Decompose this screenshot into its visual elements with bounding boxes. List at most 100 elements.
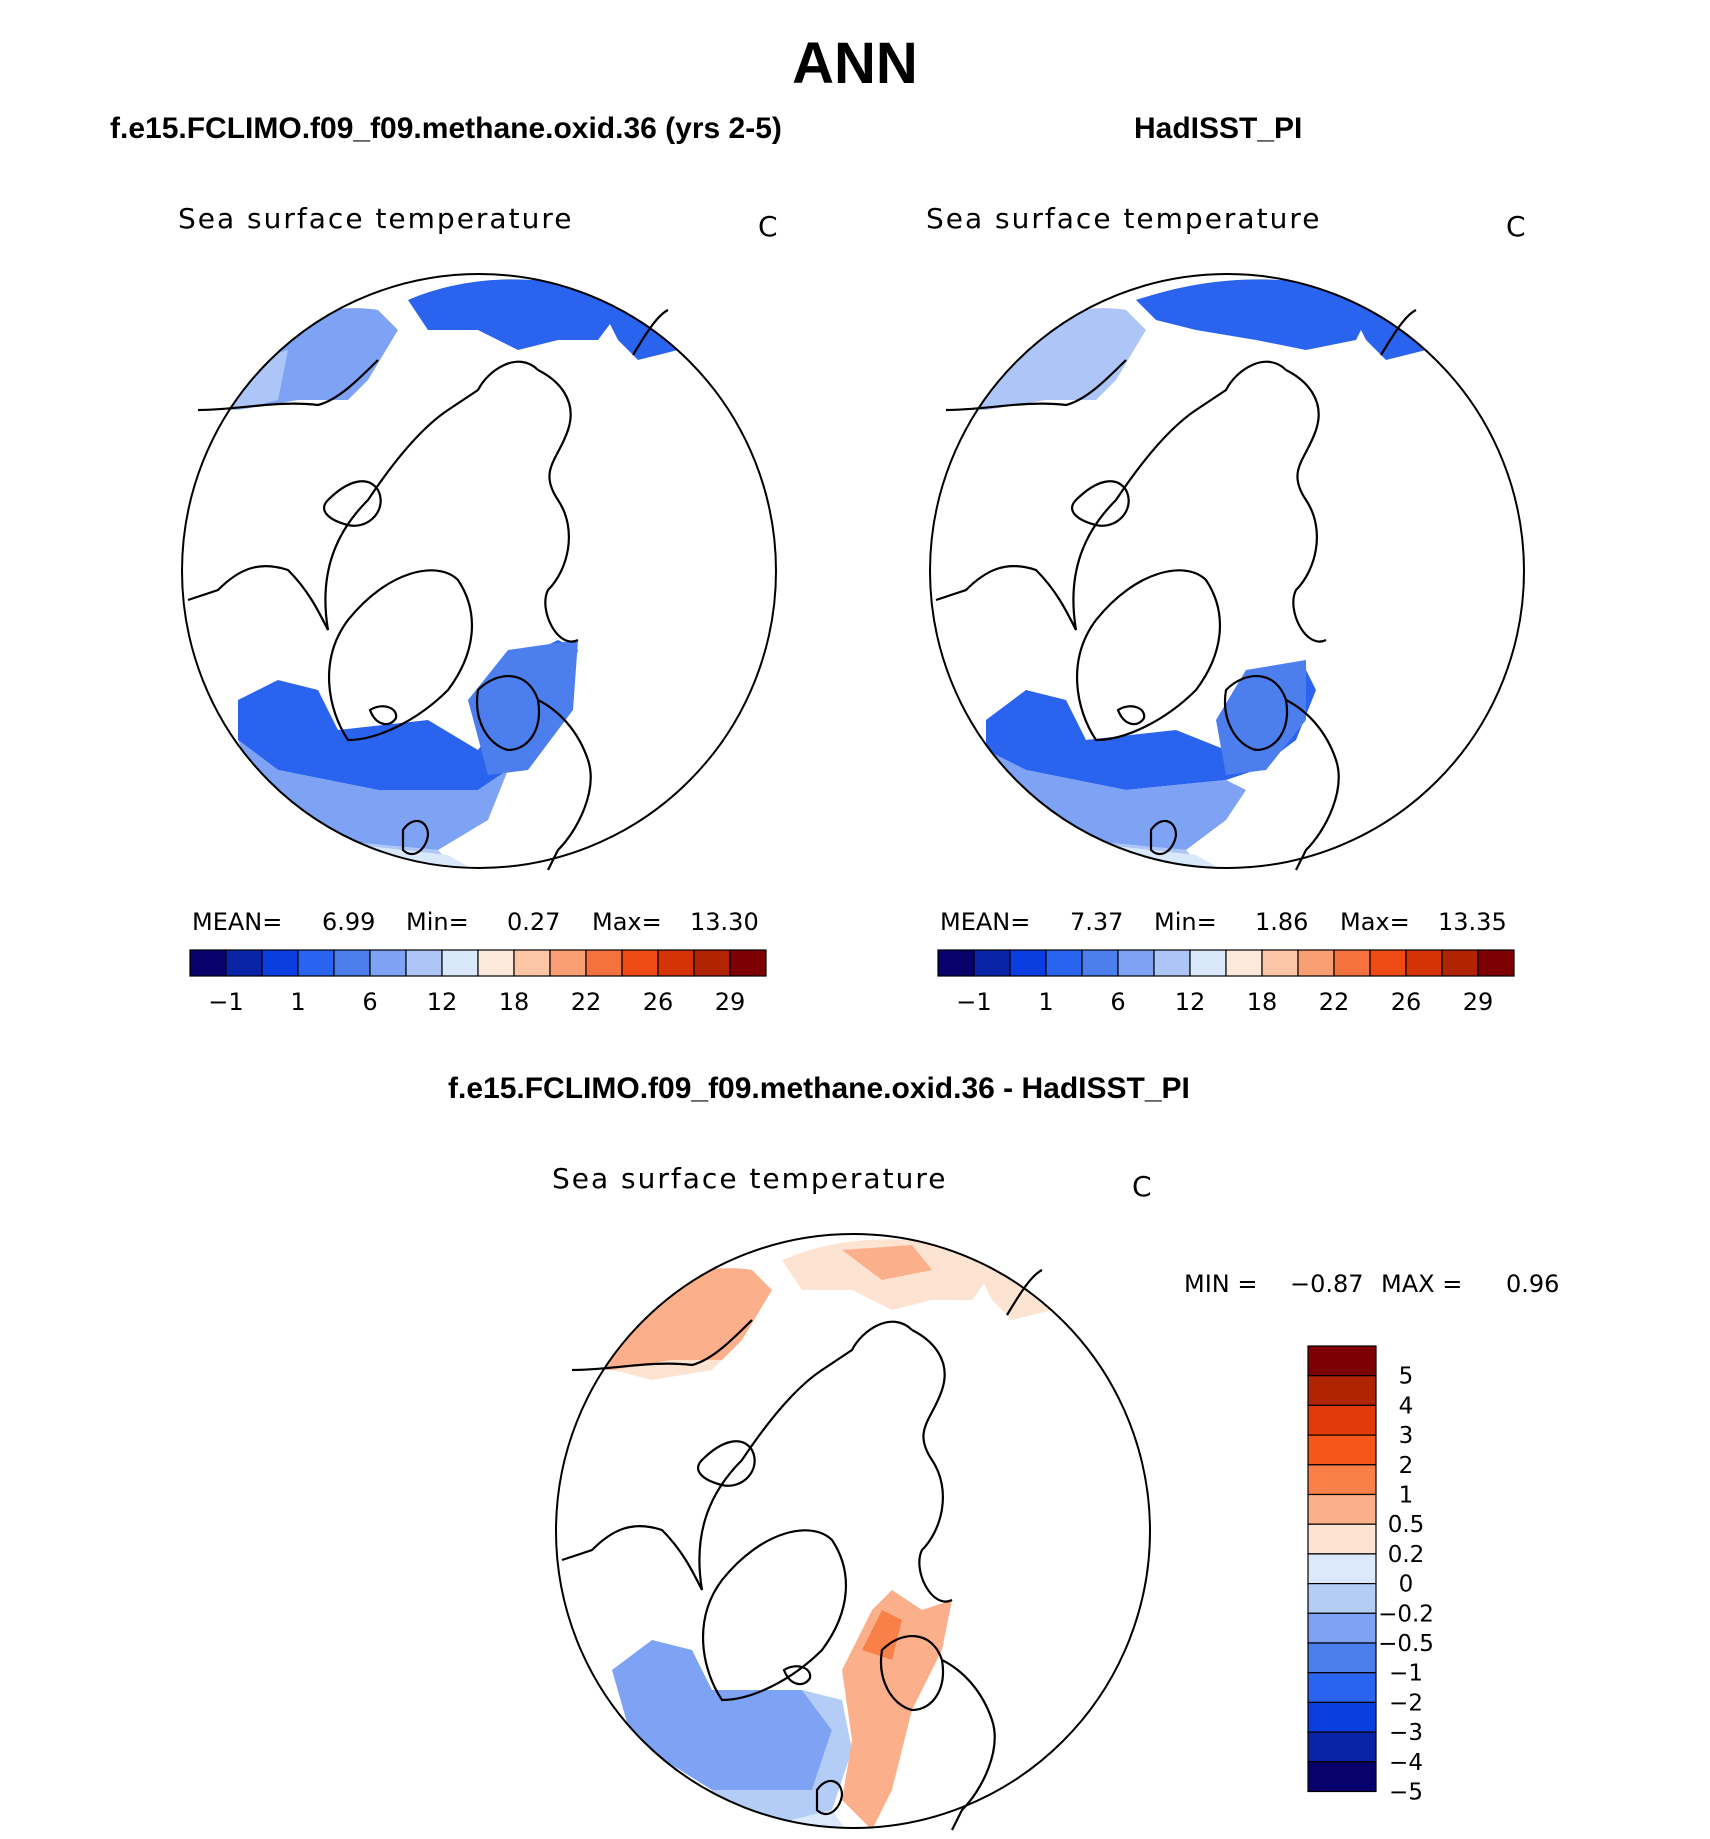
okhotsk-sst-region	[1346, 300, 1426, 360]
colorbar-swatch	[369, 949, 407, 977]
control-min-value: 1.86	[1255, 908, 1309, 936]
colorbar-swatch	[297, 949, 335, 977]
uk-outline	[815, 1779, 844, 1816]
colorbar-tick-label: −0.2	[1378, 1601, 1434, 1627]
main-title: ANN	[792, 31, 918, 96]
colorbar-swatch	[1045, 949, 1083, 977]
colorbar-swatch	[1009, 949, 1047, 977]
test-case-title: f.e15.FCLIMO.f09_f09.methane.oxid.36 (yr…	[110, 112, 782, 145]
colorbar-tick-label: −2	[1389, 1690, 1423, 1716]
bering-sst-region	[1136, 279, 1376, 350]
diff-variable-title: Sea surface temperature	[552, 1162, 948, 1195]
control-colorbar: −1 1 6 12 18 22 26 29	[937, 949, 1515, 1016]
colorbar-swatch	[1081, 949, 1119, 977]
colorbar-swatch	[333, 949, 371, 977]
colorbar-swatch	[1405, 949, 1443, 977]
test-colorbar: −1 1 6 12 18 22 26 29	[189, 949, 767, 1016]
colorbar-tick-label: 26	[643, 988, 674, 1016]
colorbar-tick-label: 0.5	[1388, 1512, 1425, 1538]
colorbar-swatch	[1307, 1464, 1377, 1496]
colorbar-swatch	[1333, 949, 1371, 977]
colorbar-tick-label: 18	[1247, 988, 1278, 1016]
colorbar-tick-label: 12	[427, 988, 458, 1016]
iceland-outline	[782, 1665, 812, 1686]
colorbar-swatch	[1189, 949, 1227, 977]
test-variable-title: Sea surface temperature	[178, 202, 574, 235]
europe-coastline	[537, 699, 592, 871]
colorbar-swatch	[1307, 1553, 1377, 1585]
test-polar-map	[181, 273, 777, 871]
kamchatka-outline	[1380, 309, 1417, 356]
colorbar-swatch	[621, 949, 659, 977]
colorbar-tick-label: −1	[1389, 1661, 1423, 1687]
colorbar-swatch	[657, 949, 695, 977]
test-mean-value: 6.99	[322, 908, 376, 936]
control-units: C	[1506, 210, 1526, 243]
colorbar-swatch	[585, 949, 623, 977]
test-max-label: Max=	[592, 908, 662, 936]
colorbar-swatch	[937, 949, 975, 977]
control-max-value: 13.35	[1438, 908, 1507, 936]
diff-max-label: MAX =	[1381, 1270, 1463, 1298]
scandinavia-outline	[1223, 675, 1289, 752]
colorbar-swatch	[1307, 1434, 1377, 1466]
iceland-outline	[368, 705, 398, 726]
colorbar-swatch	[477, 949, 515, 977]
test-min-value: 0.27	[507, 908, 561, 936]
control-max-label: Max=	[1340, 908, 1410, 936]
colorbar-tick-label: 0	[1399, 1572, 1414, 1598]
atlantic-sst-mid	[986, 750, 1246, 850]
colorbar-swatch	[1307, 1523, 1377, 1555]
colorbar-swatch	[225, 949, 263, 977]
colorbar-swatch	[405, 949, 443, 977]
pacific-sst-region	[198, 308, 398, 410]
colorbar-tick-label: 1	[290, 988, 305, 1016]
colorbar-swatch	[1307, 1672, 1377, 1704]
atlantic-diff-mid	[612, 1640, 832, 1790]
colorbar-tick-label: −1	[956, 988, 991, 1016]
colorbar-swatch	[441, 949, 479, 977]
canada-coastline	[187, 360, 539, 631]
kamchatka-outline	[632, 309, 669, 356]
diff-colorbar: 5 4 3 2 1 0.5 0.2 0 −0.2 −0.5 −1 −2 −3 −4 −5	[1307, 1345, 1434, 1806]
siberia-coastline	[911, 1329, 953, 1603]
uk-outline	[401, 819, 430, 856]
colorbar-swatch	[973, 949, 1011, 977]
colorbar-tick-label: 5	[1399, 1364, 1414, 1390]
colorbar-tick-label: 3	[1399, 1423, 1414, 1449]
diff-min-label: MIN =	[1184, 1270, 1258, 1298]
colorbar-swatch	[1307, 1583, 1377, 1614]
test-mean-label: MEAN=	[192, 908, 283, 936]
colorbar-swatch	[189, 949, 227, 977]
colorbar-swatch	[693, 949, 731, 977]
colorbar-tick-label: 6	[362, 988, 377, 1016]
control-polar-map	[929, 273, 1525, 871]
europe-coastline	[941, 1659, 996, 1831]
colorbar-swatch	[1441, 949, 1479, 977]
colorbar-swatch	[729, 949, 767, 977]
okhotsk-diff-region	[972, 1260, 1052, 1320]
colorbar-tick-label: 29	[1463, 988, 1494, 1016]
colorbar-swatch	[1153, 949, 1191, 977]
diff-polar-map	[555, 1233, 1151, 1831]
colorbar-swatch	[549, 949, 587, 977]
colorbar-tick-label: −0.5	[1378, 1631, 1434, 1657]
greenland-outline	[1076, 569, 1221, 742]
test-units: C	[758, 210, 778, 243]
canada-coastline	[561, 1320, 913, 1591]
colorbar-tick-label: 6	[1110, 988, 1125, 1016]
colorbar-tick-label: −4	[1389, 1750, 1423, 1776]
kamchatka-outline	[1006, 1269, 1043, 1316]
pacific-diff-light	[612, 1340, 742, 1380]
colorbar-swatch	[1307, 1731, 1377, 1763]
siberia-coastline	[537, 369, 579, 643]
colorbar-swatch	[1307, 1642, 1377, 1674]
colorbar-swatch	[1117, 949, 1155, 977]
colorbar-tick-label: 4	[1399, 1393, 1414, 1419]
control-mean-value: 7.37	[1070, 908, 1124, 936]
colorbar-swatch	[1369, 949, 1407, 977]
test-min-label: Min=	[406, 908, 469, 936]
greenland-outline	[328, 569, 473, 742]
control-min-label: Min=	[1154, 908, 1217, 936]
iceland-outline	[1116, 705, 1146, 726]
